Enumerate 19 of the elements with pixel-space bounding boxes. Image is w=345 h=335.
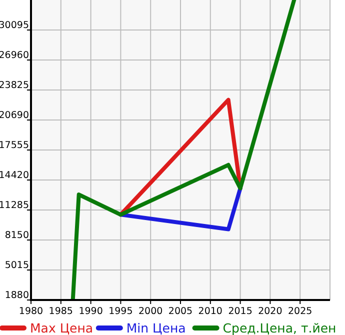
x-tick-label: 2005 <box>168 306 193 317</box>
x-tick-label: 1985 <box>48 306 73 317</box>
x-tick-label: 2010 <box>198 306 222 317</box>
legend-label: Max Цена <box>30 320 94 335</box>
y-tick-label: 14420 <box>0 170 29 181</box>
y-tick-label: 1880 <box>4 290 29 301</box>
y-tick-label: 5015 <box>4 260 29 271</box>
legend-label: Min Цена <box>126 320 186 335</box>
y-tick-label: 17555 <box>0 140 29 151</box>
x-tick-label: 1995 <box>108 306 133 317</box>
legend-label: Сред.Цена, т.йен <box>222 320 336 335</box>
x-tick-label: 1980 <box>18 306 44 317</box>
x-tick-label: 2020 <box>258 306 282 317</box>
y-tick-label: 11285 <box>0 200 29 211</box>
x-tick-label: 2000 <box>138 306 163 317</box>
y-tick-label: 8150 <box>4 230 29 241</box>
x-tick-label: 2015 <box>228 306 252 317</box>
x-tick-label: 2025 <box>288 306 312 317</box>
x-tick-label: 1990 <box>78 306 103 317</box>
